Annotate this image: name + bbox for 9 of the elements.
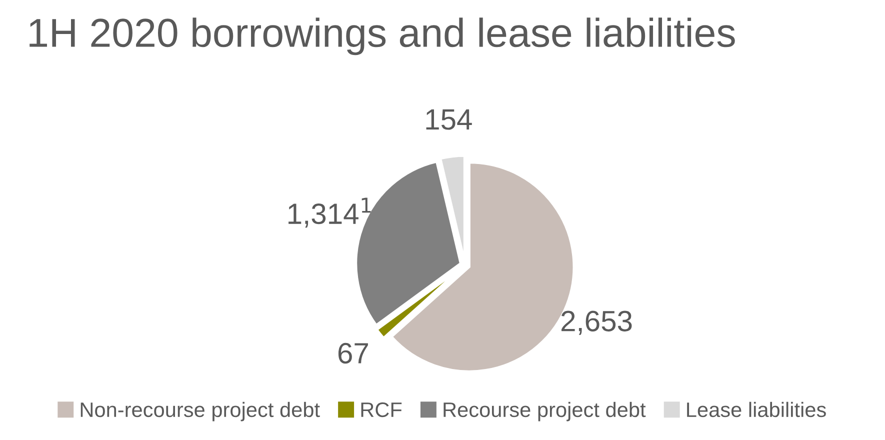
chart-title: 1H 2020 borrowings and lease liabilities bbox=[30, 18, 735, 56]
legend-label: Recourse project debt bbox=[444, 402, 646, 422]
data-label: 2,653 bbox=[562, 310, 632, 335]
data-label: 67 bbox=[338, 342, 368, 364]
legend-label: Lease liabilities bbox=[687, 402, 826, 418]
data-label: 1,314$^{1}$ bbox=[288, 198, 371, 228]
data-label: 154 bbox=[426, 109, 472, 130]
legend-label: RCF bbox=[361, 402, 402, 418]
legend-label: Non-recourse project debt bbox=[80, 402, 320, 422]
